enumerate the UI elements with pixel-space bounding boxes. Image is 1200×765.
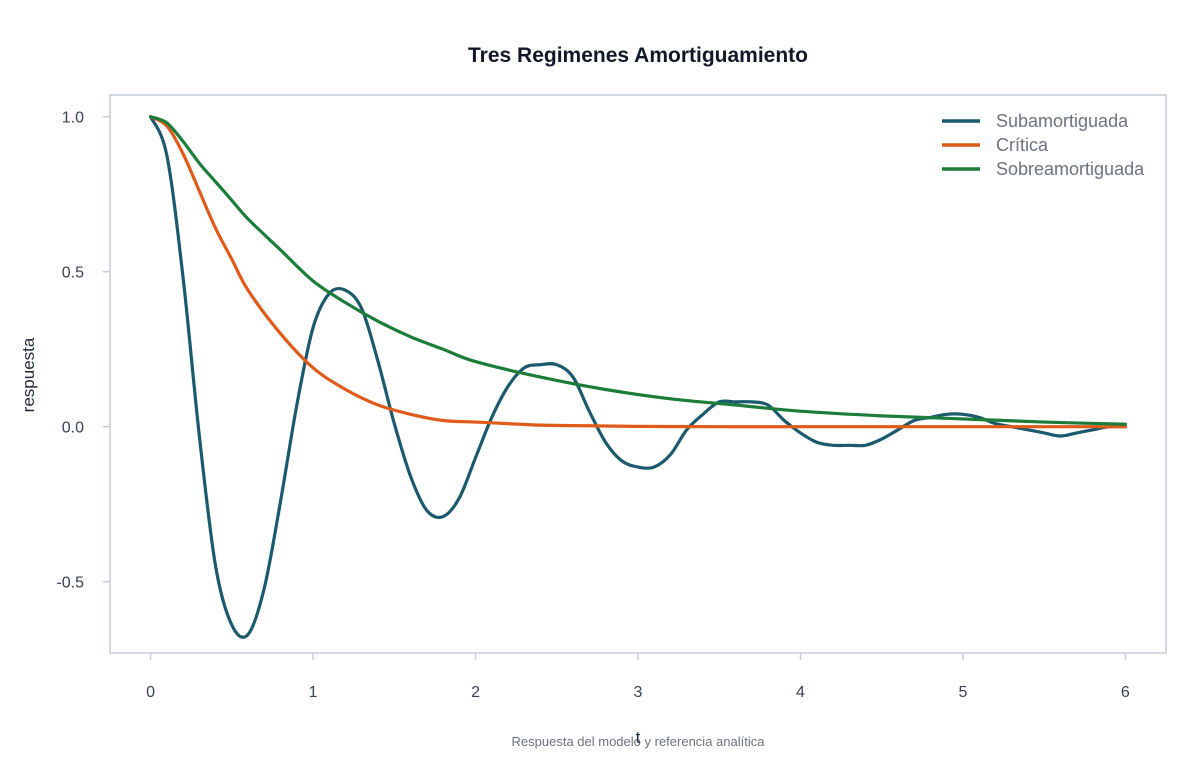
y-tick-label: -0.5 [56,575,84,592]
x-axis-ticks: 0 1 2 3 4 5 6 [146,653,1130,701]
series-line-critica [149,115,1127,429]
x-tick-label: 3 [634,684,643,701]
x-tick-label: 4 [796,684,805,701]
chart-title: Tres Regimenes Amortiguamiento [468,44,808,67]
y-axis-ticks: -0.5 0.0 0.5 1.0 [56,110,110,592]
y-tick-label: 0.0 [62,420,84,437]
series-lines [149,115,1127,639]
x-tick-label: 2 [471,684,480,701]
x-tick-label: 0 [146,684,155,701]
y-tick-label: 1.0 [62,110,84,127]
y-axis-label: respuesta [19,337,38,412]
legend-label-subamortiguada: Subamortiguada [996,111,1129,131]
y-tick-label: 0.5 [62,265,84,282]
chart-caption: Respuesta del modelo y referencia analít… [512,734,766,749]
legend-label-sobreamortiguada: Sobreamortiguada [996,159,1145,179]
series-line-sobreamortiguada [149,115,1127,426]
x-tick-label: 6 [1121,684,1130,701]
chart-legend: Subamortiguada Crítica Sobreamortiguada [942,111,1145,179]
legend-label-critica: Crítica [996,135,1049,155]
x-tick-label: 1 [309,684,318,701]
x-tick-label: 5 [958,684,967,701]
x-axis-label: t [636,728,641,747]
series-line-subamortiguada [149,115,1127,639]
